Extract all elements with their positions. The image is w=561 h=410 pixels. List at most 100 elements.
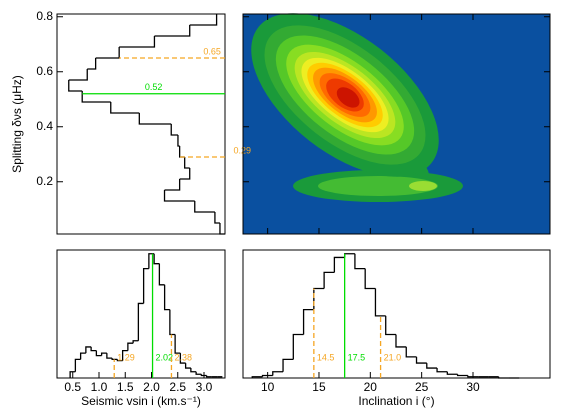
histogram-bin — [333, 256, 345, 273]
histogram-bin — [302, 309, 314, 335]
x-axis-label: Seismic vsin i (km.s⁻¹) — [81, 394, 201, 408]
histogram-bin — [95, 47, 120, 59]
histogram-bin — [74, 358, 81, 372]
histogram-bin — [100, 352, 107, 356]
histogram-bin — [158, 263, 165, 286]
histogram-bin — [195, 371, 202, 375]
histogram-bin — [190, 368, 197, 373]
x-tick-label: 10 — [261, 380, 275, 394]
x-tick-label: 2.5 — [169, 380, 186, 394]
histogram-bin — [261, 374, 273, 377]
histogram-bin — [282, 358, 294, 372]
plot-frame — [56, 13, 226, 235]
histogram-bin — [189, 14, 218, 26]
contour-main — [251, 13, 439, 177]
histogram-bin — [178, 146, 185, 158]
histogram-bin — [323, 271, 335, 289]
median-line-label: 2.02 — [156, 352, 174, 362]
histogram-bin — [179, 353, 186, 364]
histogram-bin — [87, 58, 97, 70]
histogram-bin — [364, 268, 376, 290]
histogram-bin — [163, 190, 195, 202]
histogram-bin — [184, 157, 190, 169]
y-tick-label: 0.6 — [36, 64, 53, 78]
histogram-bin — [214, 212, 220, 224]
plot-frame — [242, 13, 551, 235]
histogram-bin — [148, 253, 155, 269]
interval-line-label: 0.65 — [203, 46, 221, 56]
histogram-bin — [90, 346, 97, 352]
histogram-bin — [121, 350, 128, 361]
histogram-bin — [179, 168, 191, 180]
y-tick-label: 0.2 — [36, 174, 53, 188]
histogram-bin — [68, 80, 83, 92]
histogram-bin — [426, 363, 438, 369]
histogram-bin — [68, 69, 88, 81]
x-tick-label: 0.5 — [64, 380, 81, 394]
histogram-bin — [251, 376, 263, 378]
interval-line-label: 1.29 — [117, 352, 135, 362]
histogram-bin — [354, 253, 366, 270]
y-axis-label: Splitting δνs (μHz) — [10, 75, 24, 173]
histogram-bin — [174, 334, 181, 354]
histogram-bin — [81, 91, 111, 103]
x-tick-label: 20 — [364, 380, 378, 394]
histogram-bin — [169, 309, 176, 336]
histogram-bin — [272, 371, 284, 376]
histogram-bin — [498, 376, 509, 379]
x-tick-label: 25 — [415, 380, 429, 394]
plot-frame — [242, 249, 551, 379]
histogram-bin — [205, 375, 212, 378]
x-tick-label: 1.5 — [117, 380, 134, 394]
median-line-label: 17.5 — [348, 352, 366, 362]
histogram-bin — [374, 288, 386, 317]
x-tick-label: 1.0 — [91, 380, 108, 394]
histogram-bin — [170, 124, 178, 136]
interval-line-label: 21.0 — [384, 352, 402, 362]
histogram-bin — [137, 302, 144, 341]
histogram-bin — [69, 371, 76, 378]
histogram-bin — [142, 267, 149, 304]
histogram-bin — [154, 25, 191, 37]
histogram-bin — [219, 223, 225, 235]
interval-line-label: 14.5 — [317, 352, 335, 362]
histogram-bin — [79, 352, 86, 360]
histogram-bin — [138, 113, 172, 125]
histogram-bin — [111, 358, 118, 361]
histogram-bin — [127, 342, 134, 351]
histogram-bin — [110, 102, 140, 114]
histogram-bin — [177, 135, 180, 147]
histogram-bin — [415, 356, 427, 364]
histogram-bin — [194, 201, 215, 213]
histogram-bin — [405, 346, 417, 358]
histogram-bin — [164, 179, 181, 191]
x-tick-label: 3.0 — [196, 380, 213, 394]
histogram-bin — [385, 315, 396, 336]
x-tick-label: 2.0 — [143, 380, 160, 394]
histogram-bin — [95, 350, 102, 357]
x-tick-label: 15 — [312, 380, 326, 394]
histogram-bin — [395, 334, 407, 348]
median-line-label: 0.52 — [145, 82, 163, 92]
interval-line-label: 0.29 — [234, 145, 252, 155]
contour-map — [243, 13, 550, 234]
histogram-bin — [313, 287, 325, 310]
plot-frame — [56, 249, 226, 379]
histogram-bin — [446, 371, 458, 375]
y-tick-label: 0.8 — [36, 9, 53, 23]
histogram-bin — [119, 36, 156, 48]
y-tick-label: 0.4 — [36, 119, 53, 133]
histogram-bin — [467, 375, 479, 378]
histogram-bin — [132, 340, 139, 344]
histogram-bin — [184, 363, 191, 369]
interval-line-label: 2.38 — [174, 352, 192, 362]
x-axis-label: Inclination i (°) — [358, 394, 434, 408]
histogram-bin — [200, 374, 207, 377]
histogram-bin — [292, 333, 304, 360]
histogram-bin — [343, 253, 355, 258]
histogram-bin — [153, 253, 160, 265]
histogram-bin — [436, 368, 448, 373]
contour-lower — [293, 170, 463, 202]
histogram-bin — [85, 346, 92, 354]
